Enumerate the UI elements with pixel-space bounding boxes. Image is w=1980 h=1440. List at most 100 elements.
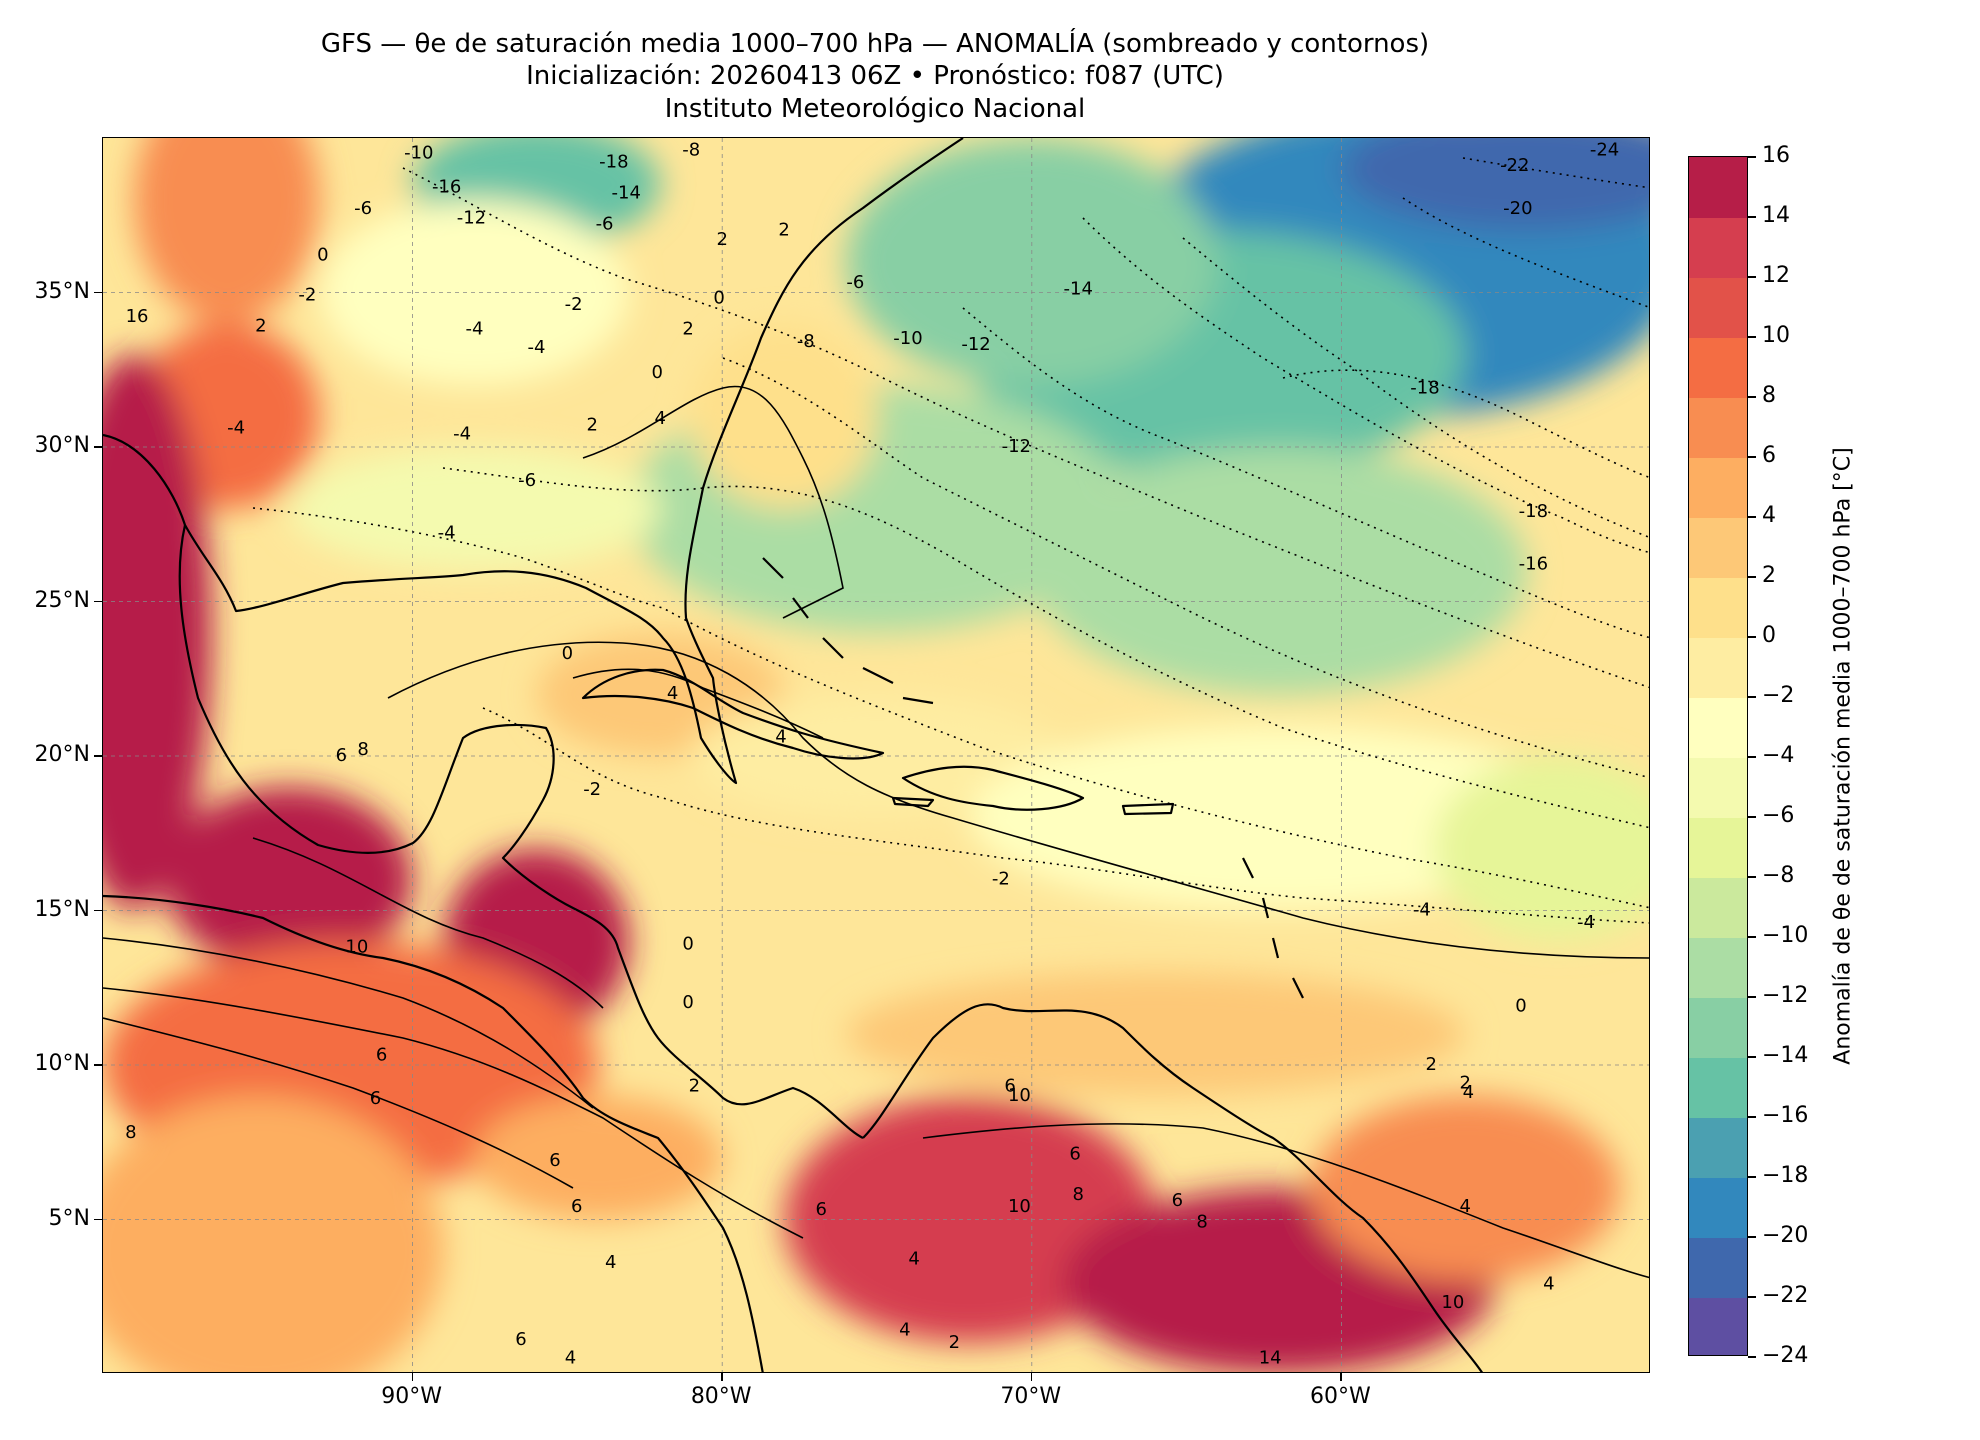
contour-label: 10	[1441, 1292, 1464, 1313]
colorbar-tick-label: −6	[1762, 803, 1795, 828]
colorbar-tick-label: −2	[1762, 683, 1795, 708]
coastline-cuba	[581, 668, 885, 760]
contour-label: 2	[949, 1332, 960, 1353]
colorbar-segment	[1689, 457, 1747, 518]
colorbar-tick	[1748, 1176, 1756, 1178]
anomaly-patch	[133, 138, 320, 324]
contour-label: 6	[336, 745, 347, 766]
contour-label: -4	[453, 424, 471, 445]
lat-tick-label: 20°N	[34, 742, 90, 767]
anomaly-patch	[1341, 138, 1649, 231]
contour-label: 2	[716, 229, 727, 250]
contour-label: 4	[667, 683, 678, 704]
colorbar-segment	[1689, 217, 1747, 278]
contour-label: 6	[816, 1199, 827, 1220]
contour-6	[103, 987, 804, 1239]
graticule	[103, 138, 1649, 1372]
contour-label: -6	[846, 272, 864, 293]
contour-label: 0	[682, 992, 693, 1013]
contour-label: 4	[1543, 1273, 1554, 1294]
anomaly-patch	[103, 1095, 444, 1372]
colorbar-tick	[1748, 276, 1756, 278]
colorbar-tick-label: 16	[1762, 143, 1790, 168]
colorbar-tick	[1748, 156, 1756, 158]
contour-label: 6	[549, 1150, 560, 1171]
contour-label: 6	[1069, 1144, 1080, 1165]
colorbar-segment	[1689, 1297, 1747, 1355]
colorbar-segment	[1689, 157, 1747, 218]
contour-label: -14	[612, 183, 641, 204]
colorbar-segment	[1689, 337, 1747, 398]
colorbar-segment	[1689, 517, 1747, 578]
anomaly-patch	[1310, 1095, 1621, 1282]
contour-label: 2	[682, 319, 693, 340]
contour-label: 2	[778, 220, 789, 241]
lon-tick-label: 60°W	[1310, 1384, 1371, 1409]
colorbar-segment	[1689, 1237, 1747, 1298]
colorbar-tick-label: 2	[1762, 563, 1776, 588]
coastline-hispaniola	[901, 765, 1085, 811]
colorbar-tick-label: −12	[1762, 983, 1809, 1008]
contour-label: -20	[1503, 198, 1532, 219]
contour-neg10	[402, 167, 1649, 689]
contour-label: 0	[562, 643, 573, 664]
contour-label: 4	[1463, 1082, 1474, 1103]
contour-label: -6	[354, 198, 372, 219]
lon-tick	[411, 1373, 414, 1381]
colorbar-tick-label: −18	[1762, 1163, 1809, 1188]
colorbar-segment	[1689, 577, 1747, 638]
lat-tick-label: 35°N	[34, 278, 90, 304]
contour-label: 2	[586, 414, 597, 435]
coastline-us-gulf	[103, 138, 964, 785]
contour-label: -12	[457, 207, 486, 228]
lat-tick	[94, 291, 102, 293]
colorbar-tick-label: −24	[1762, 1343, 1809, 1368]
coastlines	[103, 138, 1483, 1372]
contour-neg6	[442, 467, 1649, 829]
anomaly-patch	[846, 972, 1466, 1096]
contour-label: -18	[1410, 377, 1439, 398]
contour-label: 4	[775, 726, 786, 747]
contour-10	[103, 937, 594, 1109]
contour-label: -14	[1064, 278, 1093, 299]
colorbar-segment	[1689, 1057, 1747, 1118]
contour-label: -2	[583, 779, 601, 800]
colorbar-segment	[1689, 397, 1747, 458]
lat-tick	[94, 909, 102, 911]
colorbar-segment	[1689, 277, 1747, 338]
anomaly-patch	[288, 447, 661, 571]
coastline-south-america-north	[862, 1003, 1483, 1372]
contour-4	[252, 837, 604, 1009]
anomaly-patch	[1434, 756, 1649, 942]
contour-label: -4	[1577, 912, 1595, 933]
contour-label: 6	[376, 1045, 387, 1066]
colorbar-tick-label: −20	[1762, 1223, 1809, 1248]
colorbar-tick-label: 10	[1762, 323, 1790, 348]
contour-label: -24	[1590, 139, 1619, 160]
colorbar-tick-label: 0	[1762, 623, 1776, 648]
contour-label: -8	[682, 139, 700, 160]
map-panel: -18 -16 -14 -12 -10 -8 -6 -6 0 -2 2 2 2 -4 -4 -2 0 2 0 2 4 -4…	[102, 137, 1650, 1373]
contour-label: 6	[1004, 1076, 1015, 1097]
contour-neg22	[1462, 157, 1649, 189]
coastline-jamaica	[891, 796, 935, 808]
lat-tick	[94, 600, 102, 602]
map-subtitle-institution: Instituto Meteorológico Nacional	[664, 94, 1086, 124]
colorbar-tick	[1748, 396, 1756, 398]
contour-label: -22	[1500, 155, 1529, 176]
contour-label: 2	[1460, 1073, 1471, 1094]
contour-label: 8	[357, 739, 368, 760]
contour-label: 4	[565, 1348, 576, 1369]
colorbar-segment	[1689, 1117, 1747, 1178]
colorbar-tick-label: 8	[1762, 383, 1776, 408]
contour-label: 2	[255, 315, 266, 336]
lon-tick-label: 70°W	[1000, 1384, 1062, 1409]
colorbar-tick-label: −22	[1762, 1283, 1809, 1308]
colorbar-segment	[1689, 937, 1747, 998]
colorbar-tick	[1748, 816, 1756, 818]
colorbar-tick-label: 14	[1762, 203, 1790, 228]
contour-label: 0	[651, 362, 662, 383]
contour-label: 0	[1515, 995, 1526, 1016]
